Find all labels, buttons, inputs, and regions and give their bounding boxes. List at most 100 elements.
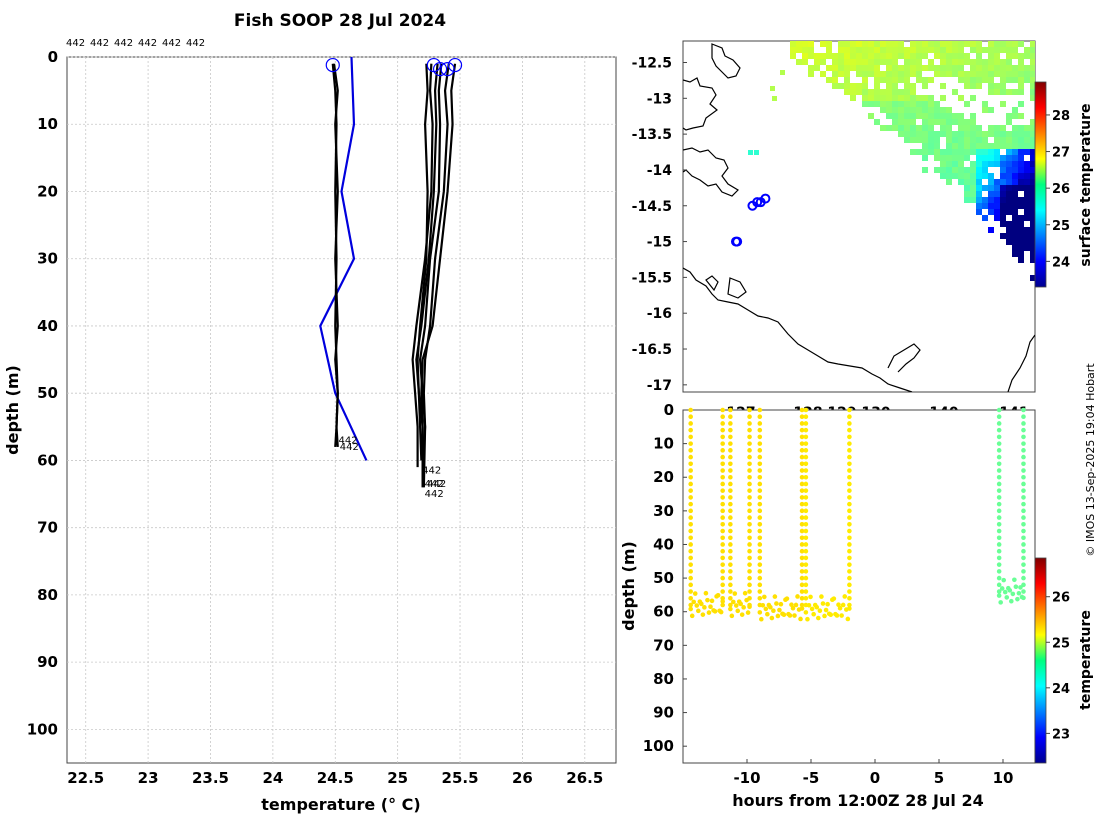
sst-cell xyxy=(1000,173,1006,179)
sst-cell xyxy=(1000,221,1006,227)
sst-cell xyxy=(1030,227,1035,233)
time-depth-point xyxy=(996,548,1002,554)
sst-cell xyxy=(850,41,856,47)
time-depth-point xyxy=(1015,596,1020,602)
time-depth-point xyxy=(1009,598,1014,604)
sst-cell xyxy=(772,96,777,101)
sst-cell xyxy=(838,59,844,65)
time-depth-point xyxy=(757,562,763,567)
time-depth-point xyxy=(720,474,725,480)
sst-cell xyxy=(844,59,850,65)
sst-cell xyxy=(970,59,976,65)
coastline-main xyxy=(683,267,913,392)
sst-cell xyxy=(1030,125,1035,131)
profile-end-label: 442 xyxy=(427,479,446,490)
time-depth-point xyxy=(688,575,693,581)
sst-cell xyxy=(802,59,808,65)
time-depth-point xyxy=(847,427,852,433)
time-colorbar-tick-label: 24 xyxy=(1052,682,1070,697)
sst-cell xyxy=(1012,107,1018,113)
sst-cell xyxy=(1030,257,1035,263)
sst-cell xyxy=(934,71,940,77)
time-depth-point xyxy=(996,542,1002,547)
profile-y-tick-label: 100 xyxy=(27,720,58,738)
time-depth-point xyxy=(811,611,816,617)
sst-cell xyxy=(1018,41,1024,47)
time-depth-point xyxy=(996,454,1002,460)
sst-cell xyxy=(964,119,970,125)
time-depth-point xyxy=(757,501,763,507)
sst-cell xyxy=(892,95,898,101)
sst-cell xyxy=(910,101,916,107)
sst-cell xyxy=(1024,185,1030,191)
sst-cell xyxy=(922,125,928,131)
sst-cell xyxy=(958,59,964,65)
sst-cell xyxy=(1000,77,1006,83)
time-depth-point xyxy=(757,468,763,473)
time-depth-point xyxy=(702,605,707,610)
time-depth-point xyxy=(688,427,693,433)
sst-cell xyxy=(994,47,1000,53)
sst-cell xyxy=(886,53,892,59)
sst-cell xyxy=(976,77,982,83)
sst-cell xyxy=(928,47,934,53)
time-depth-point xyxy=(996,461,1002,467)
time-depth-point xyxy=(757,555,763,561)
sst-cell xyxy=(928,137,934,143)
sst-cell xyxy=(1000,167,1006,173)
time-depth-point xyxy=(747,535,752,541)
sst-cell xyxy=(1018,167,1024,173)
sst-cell xyxy=(982,161,988,167)
time-y-tick-label: 70 xyxy=(653,636,674,654)
sst-cell xyxy=(856,65,862,71)
time-depth-point xyxy=(769,615,775,621)
time-depth-point xyxy=(799,407,805,413)
sst-cell xyxy=(952,59,958,65)
sst-cell xyxy=(1012,71,1018,77)
sst-cell xyxy=(970,71,976,77)
sst-cell xyxy=(892,77,898,83)
time-depth-point xyxy=(720,599,725,604)
sst-cell xyxy=(922,77,928,83)
sst-cell xyxy=(1012,77,1018,83)
map-colorbar-tick-label: 25 xyxy=(1052,219,1070,234)
time-depth-point xyxy=(996,407,1002,413)
time-depth-point xyxy=(729,613,735,619)
time-depth-point xyxy=(799,575,805,581)
sst-cell xyxy=(886,113,892,119)
time-depth-point xyxy=(996,481,1002,487)
time-depth-point xyxy=(728,589,733,594)
time-depth-point xyxy=(709,598,715,604)
sst-cell xyxy=(868,89,874,95)
time-depth-point xyxy=(996,555,1002,561)
time-y-tick-label: 0 xyxy=(664,401,674,419)
time-depth-point xyxy=(728,427,733,433)
sst-cell xyxy=(916,71,922,77)
time-depth-point xyxy=(1002,589,1008,595)
sst-cell xyxy=(1000,197,1006,203)
sst-cell xyxy=(898,77,904,83)
time-depth-point xyxy=(728,548,733,554)
time-depth-point xyxy=(720,481,725,487)
sst-cell xyxy=(1000,185,1006,191)
sst-cell xyxy=(922,83,928,89)
sst-cell xyxy=(1018,59,1024,65)
sst-cell xyxy=(1030,161,1035,167)
time-depth-point xyxy=(720,528,725,534)
sst-cell xyxy=(904,131,910,137)
sst-cell xyxy=(958,65,964,71)
sst-cell xyxy=(1024,65,1030,71)
sst-cell xyxy=(1006,137,1012,143)
time-depth-point xyxy=(694,603,700,608)
sst-cell xyxy=(976,41,982,47)
time-depth-point xyxy=(688,508,693,514)
sst-cell xyxy=(1006,203,1012,209)
time-depth-point xyxy=(757,454,763,460)
sst-cell xyxy=(952,113,958,119)
sst-cell xyxy=(802,41,808,47)
profile-y-tick-label: 0 xyxy=(48,48,58,66)
time-depth-point xyxy=(799,542,805,547)
time-depth-point xyxy=(728,474,733,480)
sst-cell xyxy=(976,65,982,71)
sst-cell xyxy=(910,137,916,143)
